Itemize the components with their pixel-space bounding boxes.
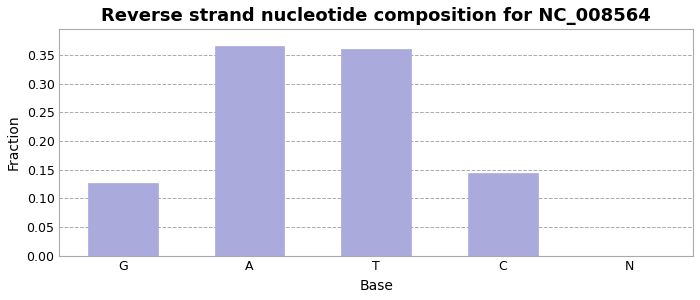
Bar — [88, 183, 158, 256]
Bar — [468, 172, 538, 256]
X-axis label: Base: Base — [359, 279, 393, 293]
Bar — [215, 46, 284, 256]
Bar — [342, 49, 411, 256]
Title: Reverse strand nucleotide composition for NC_008564: Reverse strand nucleotide composition fo… — [102, 7, 651, 25]
Y-axis label: Fraction: Fraction — [7, 115, 21, 170]
